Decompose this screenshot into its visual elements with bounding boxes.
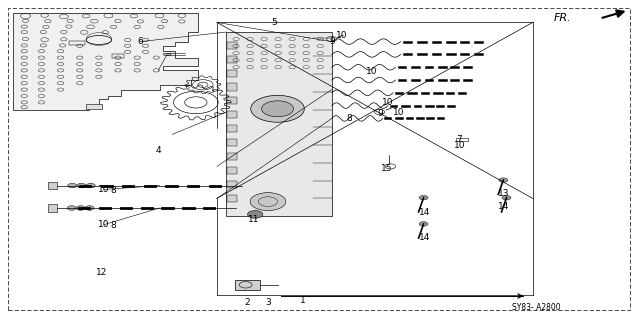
Text: 14: 14 (419, 233, 430, 242)
Bar (112, 54, 124, 58)
Bar (227, 125, 237, 132)
Circle shape (68, 183, 77, 188)
Circle shape (419, 196, 428, 200)
Bar (227, 139, 237, 146)
Circle shape (248, 211, 263, 218)
Bar (456, 138, 468, 141)
Ellipse shape (163, 53, 171, 56)
Text: 15: 15 (381, 164, 392, 173)
Text: 6: 6 (137, 37, 144, 46)
Bar (227, 195, 237, 202)
Text: 8: 8 (110, 221, 117, 230)
Bar (48, 182, 57, 189)
Text: 10: 10 (366, 68, 377, 76)
Text: 8: 8 (110, 186, 117, 195)
Text: 10: 10 (382, 98, 393, 107)
Circle shape (499, 178, 508, 182)
Circle shape (77, 183, 86, 188)
Text: 4: 4 (156, 146, 161, 155)
Bar (86, 104, 102, 109)
Bar (227, 153, 237, 160)
Bar (48, 204, 57, 212)
Text: 2: 2 (245, 298, 250, 307)
Circle shape (419, 222, 428, 226)
Text: 14: 14 (498, 202, 510, 211)
Bar (227, 181, 237, 188)
Bar (235, 280, 260, 290)
Bar (69, 41, 85, 45)
Circle shape (250, 193, 286, 211)
Text: FR.: FR. (553, 12, 571, 23)
Bar (227, 69, 237, 76)
Text: 1: 1 (300, 296, 306, 305)
Text: 9: 9 (329, 37, 335, 46)
Text: 11: 11 (248, 215, 260, 224)
Text: 10: 10 (336, 31, 347, 40)
Bar (227, 167, 237, 174)
Text: 13: 13 (498, 189, 510, 198)
Text: 10: 10 (98, 185, 110, 194)
Text: 10: 10 (454, 141, 465, 150)
Text: 8: 8 (346, 114, 352, 123)
Circle shape (85, 206, 94, 210)
Text: 10: 10 (98, 220, 110, 229)
Circle shape (502, 196, 511, 200)
Bar (227, 42, 237, 49)
Text: 14: 14 (419, 208, 430, 217)
Text: 3: 3 (265, 298, 271, 307)
Text: 12: 12 (96, 268, 108, 277)
Bar (227, 56, 237, 63)
Bar (227, 98, 237, 105)
Circle shape (76, 206, 85, 210)
Bar (226, 32, 332, 216)
Circle shape (67, 206, 76, 210)
Text: SY83- A2800: SY83- A2800 (512, 303, 560, 312)
Text: 7: 7 (456, 135, 463, 144)
Bar (227, 84, 237, 91)
Circle shape (251, 95, 304, 122)
Circle shape (262, 101, 293, 117)
Polygon shape (13, 13, 198, 110)
Circle shape (86, 183, 95, 188)
Text: 10: 10 (393, 108, 404, 117)
Text: 5: 5 (271, 18, 278, 27)
Text: 9: 9 (377, 109, 383, 118)
Bar (227, 111, 237, 118)
